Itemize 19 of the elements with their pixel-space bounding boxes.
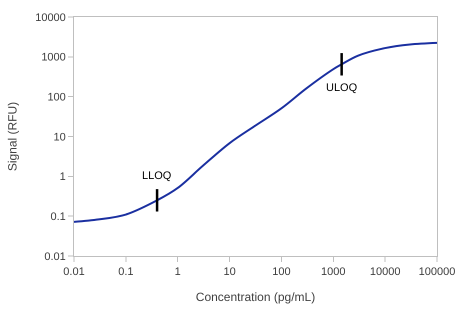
x-axis-title: Concentration (pg/mL): [196, 290, 316, 304]
y-tick-label: 100: [47, 92, 66, 104]
x-tick-label: 0.01: [63, 266, 85, 278]
y-axis-title: Signal (RFU): [6, 102, 20, 172]
y-tick-label: 1: [60, 171, 66, 184]
x-tick-label: 1: [174, 266, 181, 278]
x-tick-label: 10: [223, 266, 236, 278]
y-tick-label: 0.1: [50, 211, 66, 224]
annotation: LLOQ: [142, 170, 172, 182]
x-tick-label: 0.1: [118, 266, 134, 278]
y-tick-label: 0.01: [44, 250, 66, 263]
y-tick-label: 1000: [41, 52, 66, 64]
annotation: ULOQ: [326, 82, 358, 94]
y-tick-label: 10: [54, 131, 66, 144]
x-tick-label: 100000: [418, 266, 456, 278]
y-tick-label: 10000: [35, 12, 66, 24]
x-tick-label: 10000: [370, 266, 400, 278]
x-tick-label: 100: [272, 266, 291, 278]
x-tick-label: 1000: [321, 266, 346, 278]
